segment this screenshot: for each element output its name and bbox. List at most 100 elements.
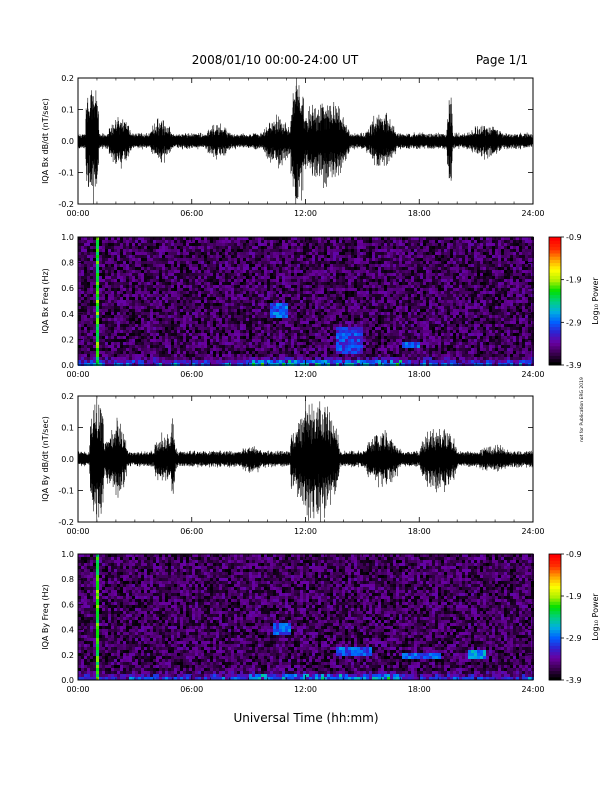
spectrogram-cell [261, 342, 264, 345]
spectrogram-cell [264, 360, 267, 363]
spectrogram-cell [171, 360, 174, 363]
spectrogram-cell [246, 300, 249, 303]
spectrogram-cell [237, 330, 240, 333]
spectrogram-cell [90, 252, 93, 255]
spectrogram-cell [93, 288, 96, 291]
spectrogram-cell [204, 270, 207, 273]
spectrogram-cell [414, 246, 417, 249]
spectrogram-cell [159, 258, 162, 261]
spectrogram-cell [99, 309, 102, 312]
spectrogram-cell [210, 330, 213, 333]
spectrogram-cell [219, 291, 222, 294]
spectrogram-cell [168, 240, 171, 243]
spectrogram-cell [174, 342, 177, 345]
spectrogram-cell [318, 306, 321, 309]
spectrogram-cell [81, 291, 84, 294]
spectrogram-cell [396, 339, 399, 342]
spectrogram-cell [408, 354, 411, 357]
spectrogram-cell [375, 240, 378, 243]
spectrogram-cell [291, 357, 294, 360]
spectrogram-cell [174, 318, 177, 321]
spectrogram-cell [330, 285, 333, 288]
spectrogram-cell [264, 282, 267, 285]
spectrogram-cell [90, 336, 93, 339]
spectrogram-cell [222, 261, 225, 264]
spectrogram-cell [342, 276, 345, 279]
spectrogram-cell [312, 240, 315, 243]
spectrogram-cell [180, 279, 183, 282]
spectrogram-cell [276, 246, 279, 249]
spectrogram-cell [306, 360, 309, 363]
spectrogram-cell [207, 240, 210, 243]
spectrogram-cell [78, 300, 81, 303]
spectrogram-cell [135, 237, 138, 240]
spectrogram-cell [321, 345, 324, 348]
spectrogram-cell [402, 312, 405, 315]
spectrogram-cell [114, 339, 117, 342]
spectrogram-cell [108, 324, 111, 327]
spectrogram-cell [408, 342, 411, 345]
spectrogram-cell [177, 351, 180, 354]
spectrogram-cell [228, 354, 231, 357]
spectrogram-cell [87, 315, 90, 318]
spectrogram-cell [348, 351, 351, 354]
spectrogram-cell [225, 261, 228, 264]
spectrogram-cell [333, 294, 336, 297]
spectrogram-cell [159, 327, 162, 330]
spectrogram-cell [363, 339, 366, 342]
spectrogram-cell [312, 285, 315, 288]
spectrogram-cell [210, 342, 213, 345]
spectrogram-cell [303, 303, 306, 306]
spectrogram-cell [237, 240, 240, 243]
spectrogram-cell [375, 345, 378, 348]
spectrogram-cell [105, 351, 108, 354]
spectrogram-cell [228, 315, 231, 318]
spectrogram-cell [111, 324, 114, 327]
spectrogram-cell [117, 330, 120, 333]
spectrogram-cell [330, 249, 333, 252]
spectrogram-cell [132, 246, 135, 249]
spectrogram-cell [90, 297, 93, 300]
spectrogram-cell [93, 273, 96, 276]
spectrogram-cell [363, 321, 366, 324]
spectrogram-cell [234, 300, 237, 303]
spectrogram-cell [222, 294, 225, 297]
spectrogram-cell [102, 333, 105, 336]
spectrogram-cell [210, 264, 213, 267]
spectrogram-cell [288, 276, 291, 279]
spectrogram-cell [258, 243, 261, 246]
spectrogram-cell [249, 276, 252, 279]
spectrogram-cell [318, 360, 321, 363]
spectrogram-cell [300, 240, 303, 243]
spectrogram-cell [225, 342, 228, 345]
spectrogram-cell [237, 279, 240, 282]
spectrogram-cell [306, 342, 309, 345]
spectrogram-cell [105, 309, 108, 312]
spectrogram-cell [93, 327, 96, 330]
spectrogram-cell [285, 258, 288, 261]
spectrogram-cell [78, 279, 81, 282]
spectrogram-cell [255, 333, 258, 336]
spectrogram-cell [387, 252, 390, 255]
spectrogram-cell [234, 270, 237, 273]
spectrogram-cell [207, 318, 210, 321]
spectrogram-cell [297, 264, 300, 267]
spectrogram-cell [213, 312, 216, 315]
spectrogram-cell [147, 324, 150, 327]
spectrogram-cell [339, 324, 342, 327]
spectrogram-cell [279, 345, 282, 348]
spectrogram-cell [372, 315, 375, 318]
spectrogram-cell [363, 240, 366, 243]
spectrogram-cell [213, 336, 216, 339]
spectrogram-cell [219, 351, 222, 354]
spectrogram-cell [243, 240, 246, 243]
spectrogram-cell [84, 237, 87, 240]
spectrogram-cell [246, 354, 249, 357]
spectrogram-cell [123, 243, 126, 246]
spectrogram-cell [405, 243, 408, 246]
spectrogram-cell [294, 249, 297, 252]
spectrogram-cell [210, 273, 213, 276]
spectrogram-cell [150, 351, 153, 354]
